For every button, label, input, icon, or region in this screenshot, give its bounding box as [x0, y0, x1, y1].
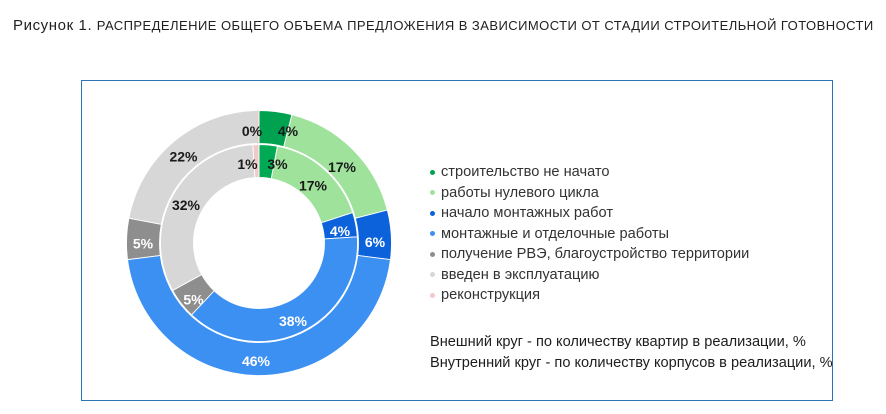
svg-text:1%: 1%	[237, 156, 258, 172]
svg-text:46%: 46%	[242, 353, 271, 369]
svg-text:17%: 17%	[328, 159, 357, 175]
svg-text:0%: 0%	[242, 123, 263, 139]
svg-text:4%: 4%	[278, 123, 299, 139]
svg-text:4%: 4%	[330, 223, 351, 239]
svg-text:6%: 6%	[365, 234, 386, 250]
svg-text:38%: 38%	[279, 313, 308, 329]
svg-text:3%: 3%	[267, 156, 288, 172]
svg-text:22%: 22%	[169, 149, 198, 165]
svg-text:32%: 32%	[172, 197, 201, 213]
svg-text:5%: 5%	[183, 292, 204, 308]
svg-text:5%: 5%	[133, 236, 154, 252]
svg-text:17%: 17%	[299, 178, 328, 194]
